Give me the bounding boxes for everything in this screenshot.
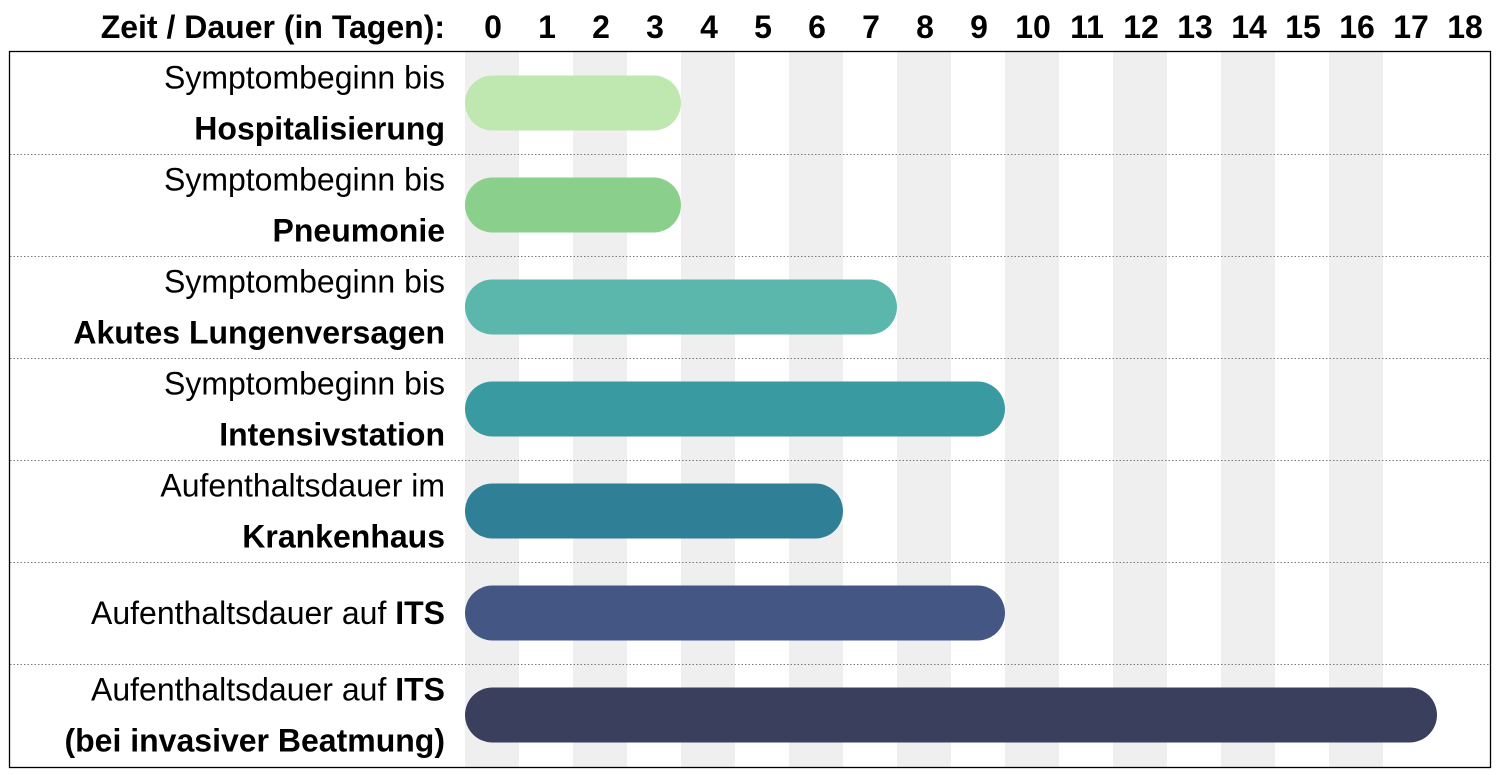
row-label-segment: Pneumonie: [273, 213, 445, 249]
x-tick-label: 11: [1070, 9, 1104, 45]
grid-band: [1275, 52, 1329, 767]
row-label-segment: Symptombeginn bis: [164, 366, 445, 402]
row-label-segment: Aufenthaltsdauer im: [160, 468, 445, 504]
x-tick-label: 5: [754, 9, 772, 45]
x-tick-label: 3: [646, 9, 664, 45]
x-tick-label: 7: [862, 9, 880, 45]
row-label: Akutes Lungenversagen: [73, 315, 445, 351]
row-label: Symptombeginn bis: [164, 162, 445, 198]
x-tick-labels: 0 1 2 3 4 5 6 7 8 9 10 11 12 13 14 15 16 17 18: [484, 9, 1483, 45]
bar: [465, 484, 843, 539]
grid-band: [1383, 52, 1437, 767]
x-tick-label: 10: [1015, 9, 1051, 45]
x-tick-label: 14: [1231, 9, 1267, 45]
row-label-segment: Symptombeginn bis: [164, 162, 445, 198]
row-label: Symptombeginn bis: [164, 264, 445, 300]
row-label: Krankenhaus: [242, 519, 445, 555]
grid-band: [1221, 52, 1275, 767]
x-tick-label: 0: [484, 9, 502, 45]
x-tick-label: 6: [808, 9, 826, 45]
row-label-segment: Symptombeginn bis: [164, 264, 445, 300]
row-label-segment: Hospitalisierung: [194, 111, 445, 147]
x-tick-label: 9: [970, 9, 988, 45]
row-label: Aufenthaltsdauer auf ITS: [91, 595, 445, 631]
grid-band: [1167, 52, 1221, 767]
row-label: Symptombeginn bis: [164, 366, 445, 402]
bar: [465, 76, 681, 131]
row-label: Aufenthaltsdauer im: [160, 468, 445, 504]
row-label-segment: ITS: [395, 672, 445, 708]
row-label-segment: (bei invasiver Beatmung): [64, 723, 445, 759]
axis-header-label: Zeit / Dauer (in Tagen):: [101, 9, 445, 45]
grid-band: [1113, 52, 1167, 767]
row-label: Symptombeginn bis: [164, 60, 445, 96]
x-tick-label: 18: [1447, 9, 1483, 45]
x-tick-label: 13: [1177, 9, 1213, 45]
row-labels: Symptombeginn bis Hospitalisierung Symptom…: [64, 60, 445, 759]
x-tick-label: 16: [1339, 9, 1375, 45]
row-label-segment: Akutes Lungenversagen: [73, 315, 445, 351]
grid-band: [1059, 52, 1113, 767]
x-tick-label: 1: [538, 9, 556, 45]
grid-band: [1329, 52, 1383, 767]
row-label-segment: Krankenhaus: [242, 519, 445, 555]
x-tick-label: 8: [916, 9, 934, 45]
row-label: Intensivstation: [219, 417, 445, 453]
x-tick-label: 2: [592, 9, 610, 45]
row-label-segment: Aufenthaltsdauer auf: [91, 595, 395, 631]
row-label-segment: Aufenthaltsdauer auf: [91, 672, 395, 708]
bar: [465, 178, 681, 233]
row-label-segment: Intensivstation: [219, 417, 445, 453]
x-tick-label: 4: [700, 9, 718, 45]
bar: [465, 688, 1437, 743]
row-label-segment: ITS: [395, 595, 445, 631]
row-label: Hospitalisierung: [194, 111, 445, 147]
x-tick-label: 15: [1285, 9, 1321, 45]
bar: [465, 280, 897, 335]
row-label: (bei invasiver Beatmung): [64, 723, 445, 759]
row-label-segment: Symptombeginn bis: [164, 60, 445, 96]
grid-band: [1005, 52, 1059, 767]
x-tick-label: 17: [1393, 9, 1429, 45]
bar: [465, 586, 1005, 641]
row-label: Aufenthaltsdauer auf ITS: [91, 672, 445, 708]
bar: [465, 382, 1005, 437]
row-label: Pneumonie: [273, 213, 445, 249]
x-tick-label: 12: [1123, 9, 1159, 45]
